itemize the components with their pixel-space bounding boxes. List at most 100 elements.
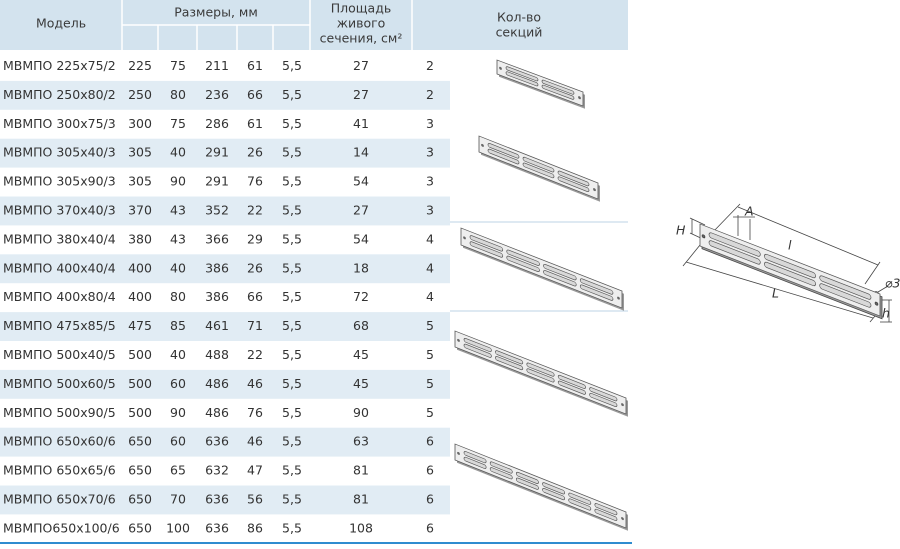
cell: 63	[353, 434, 369, 449]
cell: 225	[128, 58, 152, 73]
cell: 650	[128, 491, 152, 506]
cell: 5,5	[282, 174, 302, 189]
row-stripe	[0, 196, 450, 226]
hole	[874, 301, 879, 306]
slot	[763, 253, 817, 279]
cell: 250	[128, 87, 152, 102]
cell: 61	[247, 58, 263, 73]
cell: 386	[205, 289, 229, 304]
row-stripe	[0, 369, 450, 399]
slot	[526, 368, 555, 383]
slot	[495, 356, 524, 371]
cell: 636	[205, 491, 229, 506]
cell: 305	[128, 174, 152, 189]
grille	[454, 330, 628, 417]
slot	[557, 380, 586, 395]
slot	[708, 240, 761, 265]
slot	[542, 482, 566, 495]
cell: 3	[426, 174, 434, 189]
cell: 400	[128, 260, 152, 275]
slot	[594, 503, 618, 516]
cell: 650	[128, 434, 152, 449]
cell: 41	[353, 116, 369, 131]
slot	[506, 255, 540, 273]
cell: 81	[353, 491, 369, 506]
slot	[469, 235, 504, 252]
group-separators	[450, 221, 628, 312]
slot	[579, 278, 614, 295]
cell: МВМПО 305х90/3	[3, 174, 116, 189]
cell: 236	[205, 87, 229, 102]
cell: 56	[247, 491, 263, 506]
cell: МВМПО 500х90/5	[3, 405, 116, 420]
grille	[496, 59, 585, 109]
cell: 68	[353, 318, 369, 333]
slot	[819, 283, 872, 308]
slot	[557, 170, 590, 187]
cell: 45	[353, 376, 369, 391]
cell: 4	[426, 231, 434, 246]
grille-plate	[478, 135, 599, 200]
slot	[506, 249, 540, 266]
slot	[541, 84, 575, 100]
cell: 636	[205, 520, 229, 535]
dim-label: ⌀3	[885, 276, 900, 291]
cell: 29	[247, 231, 263, 246]
cell: 5,5	[282, 347, 302, 362]
cell: 5,5	[282, 202, 302, 217]
cell: 3	[426, 202, 434, 217]
cell: 5	[426, 376, 434, 391]
cell: 5,5	[282, 231, 302, 246]
cell: 500	[128, 405, 152, 420]
cell: МВМПО 250х80/2	[3, 87, 116, 102]
cell: 461	[205, 318, 229, 333]
cell: 27	[353, 58, 369, 73]
slot	[495, 350, 524, 365]
header-sections: Кол-во	[497, 10, 541, 25]
cell: 27	[353, 87, 369, 102]
hole	[457, 451, 460, 455]
slot	[763, 261, 817, 287]
cell: 6	[426, 434, 434, 449]
slot	[543, 270, 577, 287]
cell: 60	[170, 376, 186, 391]
row-stripe	[0, 427, 450, 457]
slot	[463, 451, 487, 464]
grille	[460, 227, 624, 311]
cell: 85	[170, 318, 186, 333]
cell: 650	[128, 463, 152, 478]
slot	[579, 284, 614, 301]
cell: 43	[170, 202, 186, 217]
cell: 6	[426, 520, 434, 535]
header-dimensions: Размеры, мм	[174, 5, 258, 20]
slot	[589, 387, 618, 402]
header-lines	[121, 0, 413, 50]
cell: 80	[170, 87, 186, 102]
cell: 75	[170, 116, 186, 131]
cell: МВМПО 370х40/3	[3, 202, 116, 217]
cell: 5	[426, 318, 434, 333]
cell: 46	[247, 376, 263, 391]
cell: 352	[205, 202, 229, 217]
cell: 26	[247, 260, 263, 275]
slot	[541, 79, 575, 95]
slot	[463, 337, 492, 353]
dim-label: h	[882, 306, 890, 321]
cell: 291	[205, 174, 229, 189]
cell: 500	[128, 347, 152, 362]
cell: 60	[170, 434, 186, 449]
cell: 108	[349, 520, 373, 535]
header-area: Площадь	[331, 1, 391, 16]
grille	[478, 135, 600, 202]
slot	[522, 156, 555, 173]
slot	[594, 508, 618, 521]
cell: 14	[353, 145, 369, 160]
cell: 6	[426, 491, 434, 506]
cell: 90	[353, 405, 369, 420]
cell: 27	[353, 202, 369, 217]
header-area: сечения, см²	[320, 31, 403, 46]
cell: 632	[205, 463, 229, 478]
cell: 43	[170, 231, 186, 246]
cell: 72	[353, 289, 369, 304]
